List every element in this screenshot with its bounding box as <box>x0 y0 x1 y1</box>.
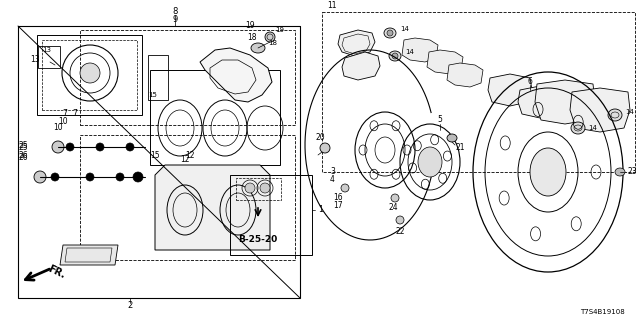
Text: 13: 13 <box>30 55 40 65</box>
Polygon shape <box>447 63 483 87</box>
Text: 15: 15 <box>150 150 160 159</box>
Text: 2: 2 <box>127 301 132 310</box>
Ellipse shape <box>126 143 134 151</box>
Ellipse shape <box>251 43 265 53</box>
Text: 6: 6 <box>527 77 532 86</box>
Text: 14: 14 <box>588 125 597 131</box>
Text: 14: 14 <box>405 49 414 55</box>
Ellipse shape <box>387 30 393 36</box>
Text: 24: 24 <box>388 203 398 212</box>
Text: 21: 21 <box>455 143 465 153</box>
Ellipse shape <box>571 122 585 134</box>
Text: 11: 11 <box>327 2 337 11</box>
Ellipse shape <box>391 194 399 202</box>
Polygon shape <box>488 74 532 106</box>
Polygon shape <box>60 245 118 265</box>
Text: 8: 8 <box>172 7 178 17</box>
Bar <box>42 40 137 110</box>
Bar <box>80 30 295 125</box>
Text: 20: 20 <box>315 133 324 142</box>
Bar <box>80 135 295 260</box>
Polygon shape <box>200 48 272 102</box>
Text: 18: 18 <box>268 40 277 46</box>
Text: T7S4B19108: T7S4B19108 <box>580 309 625 315</box>
Ellipse shape <box>341 184 349 192</box>
Ellipse shape <box>389 51 401 61</box>
Ellipse shape <box>66 143 74 151</box>
Text: 18: 18 <box>247 34 257 43</box>
Text: 26: 26 <box>19 150 28 159</box>
Ellipse shape <box>116 173 124 181</box>
Ellipse shape <box>96 143 104 151</box>
Text: 13: 13 <box>42 47 51 53</box>
Ellipse shape <box>260 183 270 193</box>
Polygon shape <box>427 50 463 74</box>
Ellipse shape <box>51 173 59 181</box>
Ellipse shape <box>447 134 457 142</box>
Ellipse shape <box>52 141 64 153</box>
Text: FR.: FR. <box>46 264 67 280</box>
Ellipse shape <box>320 143 330 153</box>
Text: 23: 23 <box>628 167 637 177</box>
Ellipse shape <box>608 109 622 121</box>
Text: B-25-20: B-25-20 <box>238 236 278 244</box>
Text: 14: 14 <box>625 109 634 115</box>
Ellipse shape <box>245 183 255 193</box>
Polygon shape <box>518 86 562 118</box>
Text: 26: 26 <box>19 153 28 162</box>
Text: 22: 22 <box>396 228 404 236</box>
Text: 4: 4 <box>330 175 335 185</box>
Ellipse shape <box>265 32 275 42</box>
Bar <box>37 35 142 115</box>
Ellipse shape <box>615 168 625 176</box>
Text: 15: 15 <box>148 92 157 98</box>
Text: 3: 3 <box>330 167 335 177</box>
Text: 16: 16 <box>333 194 343 203</box>
Text: 9: 9 <box>172 15 178 25</box>
Text: 7: 7 <box>63 108 67 117</box>
Text: 14: 14 <box>400 26 409 32</box>
Text: 12: 12 <box>180 156 189 164</box>
Polygon shape <box>570 88 630 132</box>
Ellipse shape <box>384 28 396 38</box>
Text: 19: 19 <box>245 20 255 29</box>
Ellipse shape <box>34 171 46 183</box>
Polygon shape <box>402 38 438 62</box>
Text: 19: 19 <box>275 27 284 33</box>
Text: 10: 10 <box>58 117 68 126</box>
Text: 12: 12 <box>185 150 195 159</box>
Ellipse shape <box>396 216 404 224</box>
Bar <box>230 175 312 255</box>
Bar <box>150 70 280 165</box>
Ellipse shape <box>133 172 143 182</box>
Text: 17: 17 <box>333 201 343 210</box>
Bar <box>38 46 60 68</box>
Polygon shape <box>338 30 375 56</box>
Polygon shape <box>342 52 380 80</box>
Bar <box>236 178 281 200</box>
Polygon shape <box>535 80 595 124</box>
Bar <box>148 55 168 100</box>
Text: 10: 10 <box>53 124 63 132</box>
Bar <box>18 26 300 298</box>
Text: 5: 5 <box>438 116 442 124</box>
Ellipse shape <box>80 63 100 83</box>
Text: 25: 25 <box>19 142 28 151</box>
Text: 25: 25 <box>19 140 28 149</box>
Polygon shape <box>155 165 270 250</box>
Ellipse shape <box>530 148 566 196</box>
Ellipse shape <box>392 53 398 59</box>
Text: 1: 1 <box>318 205 323 214</box>
Text: 7: 7 <box>72 108 77 117</box>
Ellipse shape <box>86 173 94 181</box>
Ellipse shape <box>418 147 442 177</box>
